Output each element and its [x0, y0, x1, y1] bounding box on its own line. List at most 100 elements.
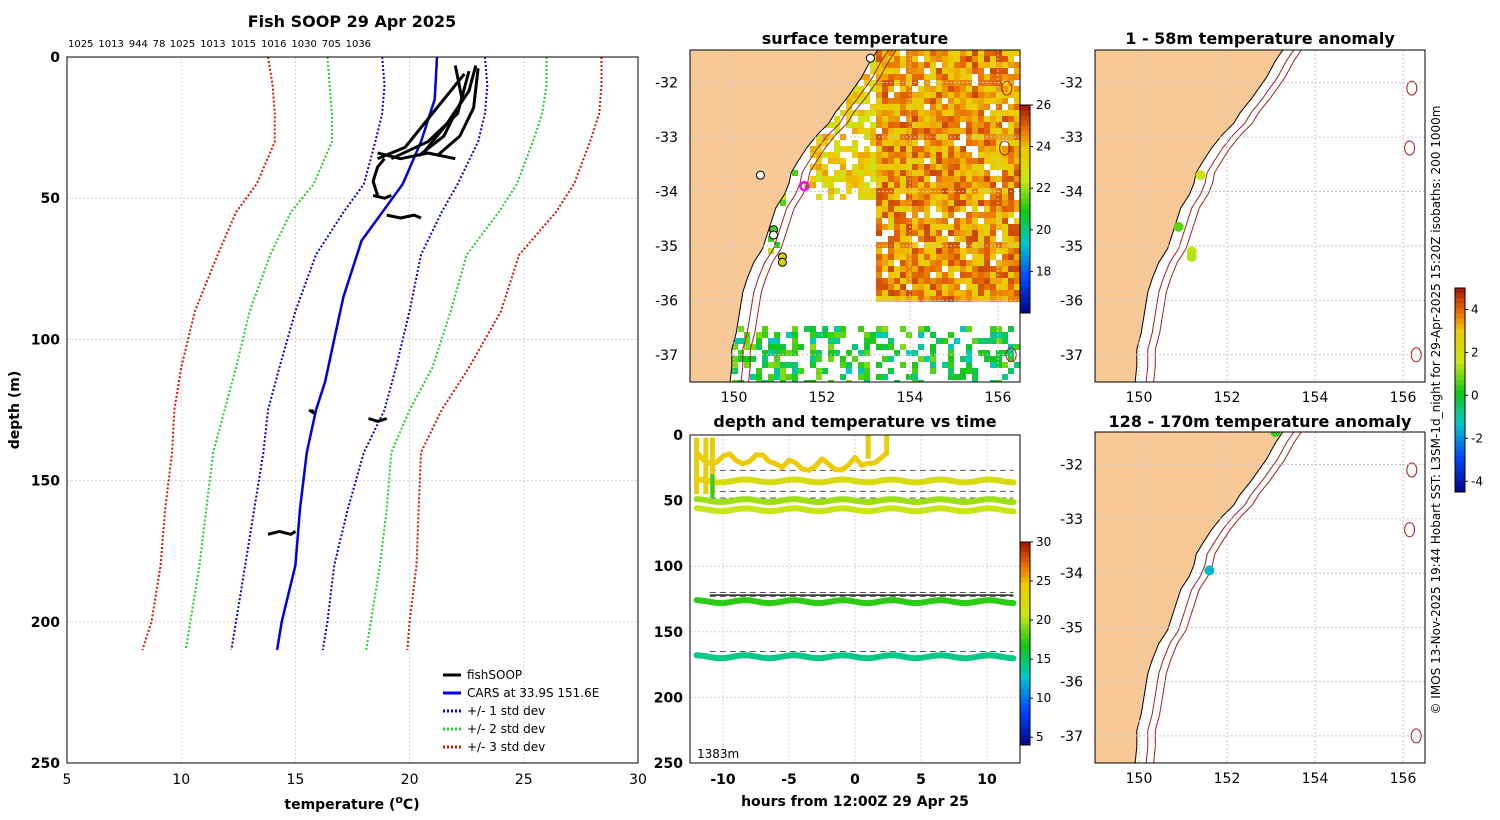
sst-cell: [942, 170, 948, 176]
sst-cell: [870, 140, 876, 146]
sst-cell: [816, 350, 822, 356]
drop-label: 705: [322, 39, 341, 50]
colorbar-step: [1020, 547, 1030, 553]
y-tick-label: 200: [31, 615, 60, 631]
sst-cell: [1014, 116, 1020, 122]
side-caption: © IMOS 13-Nov-2025 19:44 Hobart SST: L3S…: [1429, 105, 1443, 714]
sst-cell: [876, 284, 882, 290]
sst-cell: [990, 176, 996, 182]
sst-cell: [930, 98, 936, 104]
sst-cell: [888, 158, 894, 164]
sst-cell: [822, 368, 828, 374]
sst-cell: [816, 374, 822, 380]
sst-cell: [924, 182, 930, 188]
sst-cell: [948, 224, 954, 230]
sst-cell: [942, 92, 948, 98]
drop-label: 1013: [200, 39, 225, 50]
sst-cell: [918, 284, 924, 290]
sst-cell: [930, 50, 936, 56]
sst-cell: [954, 50, 960, 56]
sst-cell: [1008, 290, 1014, 296]
colorbar-step: [1020, 188, 1030, 194]
drop-labels: 1025 1013 944 78 1025 1013 1015 1016 1030 705 1036: [68, 39, 371, 50]
lat-tick-label: -33: [1060, 512, 1083, 528]
time-tick-label: -10: [710, 772, 736, 788]
sst-cell: [918, 116, 924, 122]
sst-cell: [930, 362, 936, 368]
sst-cell: [960, 176, 966, 182]
sst-cell: [990, 80, 996, 86]
colorbar-step: [1020, 562, 1030, 568]
sst-cell: [966, 272, 972, 278]
sst-cell: [1008, 86, 1014, 92]
sst-cell: [906, 98, 912, 104]
sst-cell: [960, 290, 966, 296]
sst-cell: [1008, 224, 1014, 230]
sst-cell: [924, 230, 930, 236]
sst-cell: [960, 104, 966, 110]
land-area: [690, 50, 879, 382]
sst-cell: [1008, 128, 1014, 134]
sst-cell: [1008, 74, 1014, 80]
sst-cell: [876, 74, 882, 80]
sst-cell: [990, 254, 996, 260]
sst-cell: [858, 326, 864, 332]
sst-cell: [1002, 236, 1008, 242]
sst-cell: [876, 92, 882, 98]
colorbar-step: [1455, 395, 1465, 401]
sst-cell: [1014, 74, 1020, 80]
sst-cell: [900, 284, 906, 290]
colorbar-step: [1020, 240, 1030, 246]
sst-cell: [996, 146, 1002, 152]
sst-cell: [972, 254, 978, 260]
sst-cell: [1002, 194, 1008, 200]
sst-cell: [978, 242, 984, 248]
sst-cell: [894, 134, 900, 140]
colorbar-step: [1020, 271, 1030, 278]
anomaly-shallow-title: 1 - 58m temperature anomaly: [1125, 29, 1395, 48]
sst-cell: [900, 230, 906, 236]
sst-cell: [954, 134, 960, 140]
colorbar-step: [1455, 339, 1465, 345]
sst-cell: [924, 92, 930, 98]
sst-cell: [966, 296, 972, 302]
sst-cell: [936, 200, 942, 206]
lat-tick-label: -35: [1060, 620, 1083, 636]
sst-cell: [1014, 278, 1020, 284]
sst-cell: [990, 74, 996, 80]
sst-cell: [876, 374, 882, 380]
sst-cell: [864, 170, 870, 176]
sst-cell: [1008, 236, 1014, 242]
sst-cell: [744, 362, 750, 368]
sst-cell: [864, 368, 870, 374]
sst-cell: [792, 362, 798, 368]
sst-cell: [966, 98, 972, 104]
sst-cell: [888, 290, 894, 296]
sst-cell: [1014, 86, 1020, 92]
colorbar-step: [1020, 724, 1030, 731]
seamount-contour: [1404, 522, 1416, 538]
sst-cell: [930, 260, 936, 266]
sst-cell: [990, 110, 996, 116]
sst-cell: [966, 92, 972, 98]
sst-cell: [936, 254, 942, 260]
sst-cell: [762, 362, 768, 368]
sst-cell: [930, 68, 936, 74]
lon-tick-label: 152: [1214, 390, 1241, 406]
sst-cell: [942, 158, 948, 164]
sst-cell: [942, 116, 948, 122]
sst-cell: [834, 176, 840, 182]
sst-cell: [966, 128, 972, 134]
sst-cell: [1002, 224, 1008, 230]
sst-cell: [906, 170, 912, 176]
sst-cell: [906, 146, 912, 152]
fishsoop-trace: [386, 213, 422, 220]
sst-cell: [990, 326, 996, 332]
sst-cell: [786, 332, 792, 338]
sst-cell: [1008, 188, 1014, 194]
sst-cell: [960, 86, 966, 92]
sst-cell: [948, 92, 954, 98]
sst-cell: [972, 236, 978, 242]
sst-cell: [858, 368, 864, 374]
